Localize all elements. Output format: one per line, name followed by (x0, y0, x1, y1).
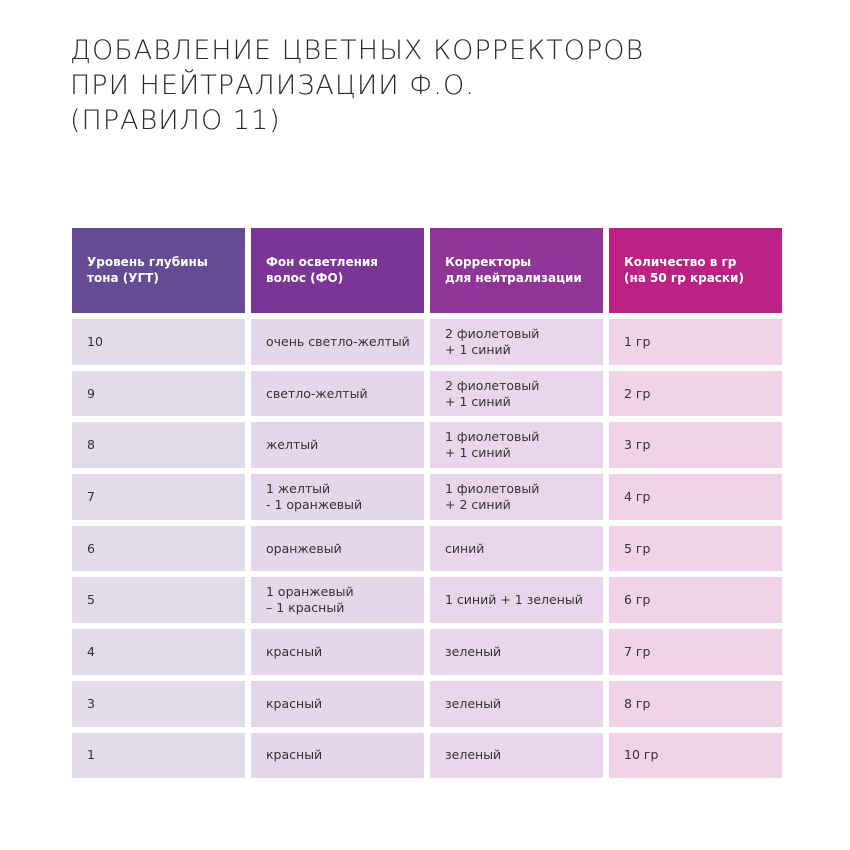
cell-text: желтый (266, 437, 319, 453)
title-line: ПРИ НЕЙТРАЛИЗАЦИИ Ф.О. (70, 70, 475, 101)
cell-text: 1 фиолетовый + 1 синий (445, 429, 540, 461)
column-header-label: Уровень глубины тона (УГТ) (87, 255, 208, 285)
column-header: Фон осветления волос (ФО) (251, 228, 424, 313)
cell-text: 1 гр (624, 333, 651, 349)
table-cell: 3 (72, 680, 245, 727)
table-cell: очень светло-желтый (251, 319, 424, 365)
table-cell: светло-желтый (251, 370, 424, 417)
table-cell: 1 синий + 1 зеленый (430, 577, 603, 624)
cell-text: 2 фиолетовый + 1 синий (445, 377, 540, 409)
cell-text: 2 фиолетовый + 1 синий (445, 325, 540, 357)
cell-text: зеленый (445, 747, 502, 763)
column-header: Корректоры для нейтрализации (430, 228, 603, 313)
table-cell: 1 гр (609, 319, 782, 365)
table-cell: 5 гр (609, 525, 782, 572)
cell-text: 6 гр (624, 592, 651, 608)
cell-text: 5 гр (624, 540, 651, 556)
cell-text: 1 синий + 1 зеленый (445, 592, 583, 608)
cell-text: 1 фиолетовый + 2 синий (445, 480, 540, 512)
column-header-label: Корректоры для нейтрализации (445, 255, 582, 285)
corrector-table: Уровень глубины тона (УГТ) Фон осветления… (72, 228, 782, 779)
cell-text: 10 (87, 333, 103, 349)
table-cell: 4 гр (609, 474, 782, 520)
table-cell: 2 фиолетовый + 1 синий (430, 319, 603, 365)
cell-text: 3 гр (624, 437, 651, 453)
table-cell: 9 (72, 370, 245, 417)
table-cell: 1 оранжевый – 1 красный (251, 577, 424, 624)
table-cell: 2 фиолетовый + 1 синий (430, 370, 603, 417)
table-cell: 3 гр (609, 422, 782, 469)
cell-text: 2 гр (624, 385, 651, 401)
table-cell: 1 фиолетовый + 2 синий (430, 474, 603, 520)
column-header: Уровень глубины тона (УГТ) (72, 228, 245, 313)
table-cell: 8 гр (609, 680, 782, 727)
table-cell: 4 (72, 629, 245, 675)
table-cell: красный (251, 680, 424, 727)
cell-text: 3 (87, 695, 95, 711)
table-cell: 7 (72, 474, 245, 520)
cell-text: синий (445, 540, 485, 556)
cell-text: красный (266, 747, 323, 763)
cell-text: 4 (87, 643, 95, 659)
cell-text: 10 гр (624, 747, 659, 763)
cell-text: 8 (87, 437, 95, 453)
table-cell: зеленый (430, 680, 603, 727)
table-cell: 5 (72, 577, 245, 624)
table-cell: красный (251, 629, 424, 675)
table-cell: 10 (72, 319, 245, 365)
table-cell: красный (251, 732, 424, 779)
table-cell: зеленый (430, 629, 603, 675)
table-cell: 2 гр (609, 370, 782, 417)
cell-text: светло-желтый (266, 385, 368, 401)
title-line: ДОБАВЛЕНИЕ ЦВЕТНЫХ КОРРЕКТОРОВ (70, 35, 645, 66)
table-cell: 8 (72, 422, 245, 469)
cell-text: зеленый (445, 643, 502, 659)
table-cell: 1 фиолетовый + 1 синий (430, 422, 603, 469)
cell-text: 7 (87, 488, 95, 504)
column-header-label: Фон осветления волос (ФО) (266, 255, 378, 285)
column-header: Количество в гр (на 50 гр краски) (609, 228, 782, 313)
table-cell: желтый (251, 422, 424, 469)
cell-text: красный (266, 643, 323, 659)
cell-text: очень светло-желтый (266, 333, 410, 349)
cell-text: 5 (87, 592, 95, 608)
table-cell: 1 (72, 732, 245, 779)
table-cell: 6 (72, 525, 245, 572)
cell-text: оранжевый (266, 540, 342, 556)
table-cell: зеленый (430, 732, 603, 779)
cell-text: 1 оранжевый – 1 красный (266, 584, 354, 616)
table-cell: 10 гр (609, 732, 782, 779)
cell-text: 6 (87, 540, 95, 556)
cell-text: 1 желтый - 1 оранжевый (266, 480, 363, 512)
cell-text: зеленый (445, 695, 502, 711)
table-cell: оранжевый (251, 525, 424, 572)
cell-text: красный (266, 695, 323, 711)
table-cell: синий (430, 525, 603, 572)
cell-text: 9 (87, 385, 95, 401)
table-cell: 1 желтый - 1 оранжевый (251, 474, 424, 520)
cell-text: 7 гр (624, 643, 651, 659)
cell-text: 4 гр (624, 488, 651, 504)
cell-text: 1 (87, 747, 95, 763)
column-header-label: Количество в гр (на 50 гр краски) (624, 255, 744, 285)
cell-text: 8 гр (624, 695, 651, 711)
page-title: ДОБАВЛЕНИЕ ЦВЕТНЫХ КОРРЕКТОРОВ ПРИ НЕЙТР… (70, 33, 644, 138)
table-cell: 7 гр (609, 629, 782, 675)
table-cell: 6 гр (609, 577, 782, 624)
title-line: (ПРАВИЛО 11) (70, 105, 281, 136)
